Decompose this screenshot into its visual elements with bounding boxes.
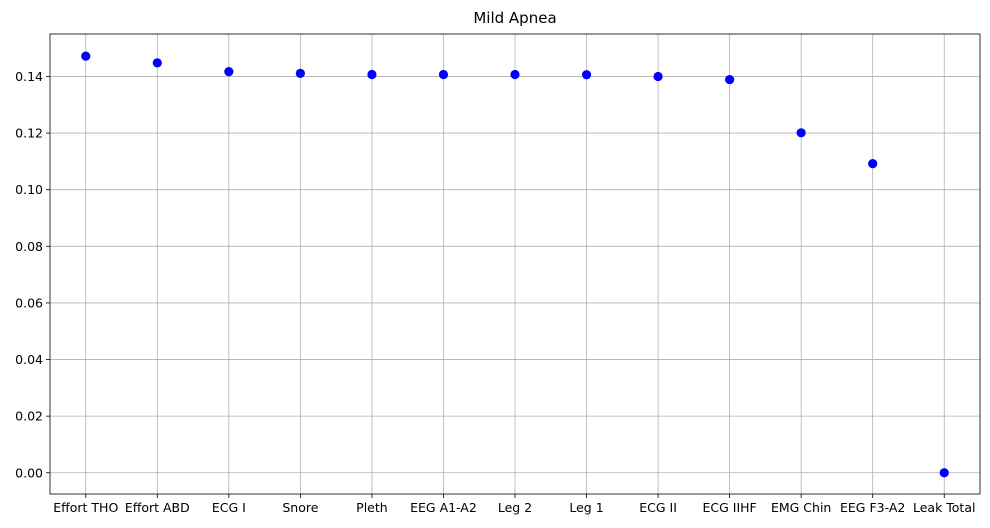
data-point — [438, 69, 449, 80]
data-point — [510, 69, 520, 80]
x-tick-label: Effort ABD — [125, 500, 190, 515]
x-tick-label: Pleth — [356, 500, 388, 515]
data-point — [796, 128, 806, 138]
chart-title: Mild Apnea — [473, 9, 556, 27]
grid-lines — [50, 34, 980, 494]
x-tick-label: Snore — [282, 500, 318, 515]
x-tick-label: ECG I — [212, 500, 246, 515]
y-axis-ticks: 0.00 0.02 0.04 0.06 0.08 0.10 0.12 0.14 — [15, 69, 50, 480]
x-tick-label: Leak Total — [913, 500, 976, 515]
x-tick-label: EEG F3-A2 — [840, 500, 905, 515]
y-tick-label: 0.14 — [15, 69, 43, 84]
y-tick-label: 0.00 — [15, 465, 43, 480]
x-tick-label: ECG II — [639, 500, 677, 515]
y-tick-label: 0.10 — [15, 182, 43, 197]
y-tick-label: 0.04 — [15, 352, 43, 367]
data-point — [725, 74, 735, 85]
x-axis-ticks: Effort THO Effort ABD ECG I Snore Pleth EEG A… — [53, 494, 975, 515]
x-tick-label: Leg 2 — [498, 500, 532, 515]
data-points — [81, 51, 949, 478]
data-point — [224, 67, 234, 77]
y-tick-label: 0.06 — [15, 295, 43, 310]
data-point — [868, 159, 878, 169]
data-point — [152, 58, 162, 68]
y-tick-label: 0.08 — [15, 239, 43, 254]
data-point — [367, 69, 377, 80]
data-point — [939, 468, 949, 478]
data-point — [81, 51, 91, 61]
data-point — [295, 68, 305, 78]
x-tick-label: EEG A1-A2 — [410, 500, 477, 515]
x-tick-label: EMG Chin — [771, 500, 831, 515]
data-point — [581, 70, 592, 80]
y-tick-label: 0.12 — [15, 126, 43, 141]
x-tick-label: Effort THO — [53, 500, 118, 515]
x-tick-label: ECG IIHF — [702, 500, 756, 515]
y-tick-label: 0.02 — [15, 409, 43, 424]
x-tick-label: Leg 1 — [569, 500, 603, 515]
data-point — [653, 71, 663, 82]
